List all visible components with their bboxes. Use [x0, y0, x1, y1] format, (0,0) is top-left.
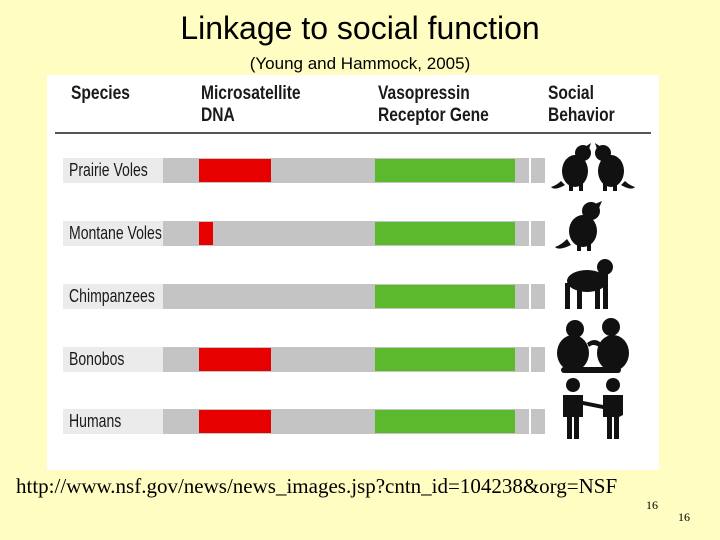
species-label: Humans — [69, 411, 122, 431]
header-vasopressin: Vasopressin Receptor Gene — [378, 83, 489, 127]
microsatellite-dna-segment — [199, 348, 271, 371]
species-label: Montane Voles — [69, 223, 162, 243]
humans-pair-icon — [563, 378, 623, 439]
header-species-label: Species — [71, 83, 130, 104]
row-chimpanzees: Chimpanzees — [63, 284, 545, 309]
species-label: Chimpanzees — [69, 286, 155, 306]
header-social-line2: Behavior — [548, 105, 615, 126]
chimpanzee-icon — [565, 259, 613, 309]
row-prairie-voles: Prairie Voles — [63, 158, 545, 183]
row-montane-voles: Montane Voles — [63, 221, 545, 246]
slide-number: 16 — [678, 510, 690, 524]
slide-number-subscript: 16 — [646, 498, 658, 512]
species-label: Prairie Voles — [69, 160, 148, 180]
header-microsatellite-line1: Microsatellite — [201, 83, 301, 104]
bar-end-marker — [529, 347, 531, 372]
header-vasopressin-line1: Vasopressin — [378, 83, 470, 104]
row-humans: Humans — [63, 409, 545, 434]
bar-end-marker — [529, 221, 531, 246]
single-vole-icon — [555, 201, 602, 251]
source-url[interactable]: http://www.nsf.gov/news/news_images.jsp?… — [16, 474, 618, 498]
microsatellite-dna-segment — [199, 222, 213, 245]
slide-subtitle: (Young and Hammock, 2005) — [249, 54, 471, 73]
vasopressin-gene-segment — [375, 285, 515, 308]
microsatellite-dna-segment — [199, 410, 271, 433]
header-social-line1: Social — [548, 83, 594, 104]
header-divider — [55, 132, 651, 134]
two-voles-icon — [551, 143, 635, 191]
vasopressin-gene-segment — [375, 410, 515, 433]
row-bonobos: Bonobos — [63, 347, 545, 372]
header-vasopressin-line2: Receptor Gene — [378, 105, 489, 126]
vasopressin-gene-segment — [375, 348, 515, 371]
linkage-figure: Species Microsatellite DNA Vasopressin R… — [47, 75, 659, 470]
species-label: Bonobos — [69, 349, 125, 369]
bonobos-pair-icon — [557, 318, 629, 373]
header-microsatellite-line2: DNA — [201, 105, 235, 126]
header-microsatellite: Microsatellite DNA — [201, 83, 301, 127]
vasopressin-gene-segment — [375, 222, 515, 245]
header-social-behavior: Social Behavior — [548, 83, 615, 127]
bar-end-marker — [529, 158, 531, 183]
vasopressin-gene-segment — [375, 159, 515, 182]
bar-end-marker — [529, 409, 531, 434]
header-species: Species — [71, 83, 130, 105]
slide-title: Linkage to social function — [180, 10, 540, 46]
bar-end-marker — [529, 284, 531, 309]
microsatellite-dna-segment — [199, 159, 271, 182]
